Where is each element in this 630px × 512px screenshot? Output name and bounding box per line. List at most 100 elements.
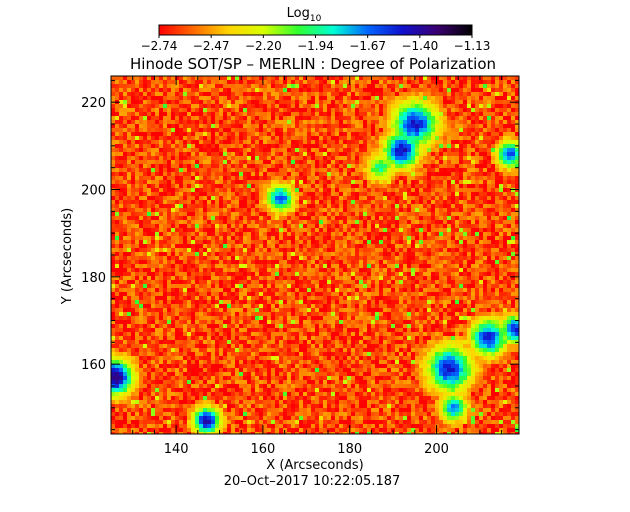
heatmap-cell	[315, 96, 319, 100]
heatmap-cell	[295, 164, 299, 168]
heatmap-cell	[479, 252, 483, 256]
heatmap-cell	[139, 124, 143, 128]
heatmap-cell	[279, 156, 283, 160]
heatmap-cell	[343, 108, 347, 112]
heatmap-cell	[399, 80, 403, 84]
heatmap-cell	[315, 180, 319, 184]
heatmap-cell	[395, 256, 399, 260]
heatmap-cell	[259, 148, 263, 152]
heatmap-cell	[223, 168, 227, 172]
heatmap-cell	[119, 100, 123, 104]
heatmap-cell	[159, 244, 163, 248]
heatmap-cell	[295, 244, 299, 248]
heatmap-cell	[223, 188, 227, 192]
heatmap-cell	[359, 208, 363, 212]
heatmap-cell	[175, 224, 179, 228]
heatmap-cell	[307, 224, 311, 228]
heatmap-cell	[147, 252, 151, 256]
heatmap-cell	[471, 196, 475, 200]
heatmap-cell	[211, 164, 215, 168]
heatmap-cell	[463, 260, 467, 264]
heatmap-cell	[239, 112, 243, 116]
heatmap-cell	[187, 104, 191, 108]
heatmap-cell	[163, 188, 167, 192]
heatmap-cell	[363, 164, 367, 168]
heatmap-cell	[171, 212, 175, 216]
heatmap-cell	[483, 128, 487, 132]
heatmap-cell	[503, 228, 507, 232]
heatmap-cell	[199, 112, 203, 116]
heatmap-cell	[343, 144, 347, 148]
heatmap-cell	[491, 196, 495, 200]
heatmap-cell	[263, 124, 267, 128]
heatmap-cell	[147, 264, 151, 268]
heatmap-cell	[479, 116, 483, 120]
heatmap-cell	[167, 140, 171, 144]
heatmap-cell	[315, 80, 319, 84]
heatmap-cell	[423, 212, 427, 216]
heatmap-cell	[479, 228, 483, 232]
heatmap-cell	[139, 184, 143, 188]
heatmap-cell	[199, 256, 203, 260]
heatmap-cell	[163, 156, 167, 160]
heatmap-cell	[339, 232, 343, 236]
heatmap-cell	[499, 208, 503, 212]
heatmap-cell	[327, 232, 331, 236]
heatmap-cell	[355, 188, 359, 192]
heatmap-cell	[127, 200, 131, 204]
heatmap-cell	[111, 152, 115, 156]
heatmap-cell	[151, 188, 155, 192]
heatmap-cell	[243, 192, 247, 196]
heatmap-cell	[395, 204, 399, 208]
heatmap-cell	[371, 220, 375, 224]
heatmap-cell	[247, 124, 251, 128]
heatmap-cell	[175, 252, 179, 256]
colorbar-title: Log10	[287, 6, 322, 24]
heatmap-cell	[263, 236, 267, 240]
heatmap-cell	[155, 120, 159, 124]
heatmap-cell	[267, 148, 271, 152]
heatmap-cell	[227, 244, 231, 248]
heatmap-cell	[443, 240, 447, 244]
heatmap-cell	[279, 244, 283, 248]
heatmap-cell	[347, 192, 351, 196]
heatmap-cell	[459, 196, 463, 200]
heatmap-cell	[255, 136, 259, 140]
heatmap-cell	[479, 220, 483, 224]
heatmap-cell	[407, 196, 411, 200]
heatmap-cell	[203, 168, 207, 172]
heatmap-cell	[295, 204, 299, 208]
heatmap-cell	[179, 76, 183, 80]
heatmap-cell	[351, 216, 355, 220]
heatmap-cell	[379, 244, 383, 248]
heatmap-cell	[139, 200, 143, 204]
heatmap-cell	[171, 256, 175, 260]
heatmap-cell	[207, 200, 211, 204]
heatmap-cell	[351, 260, 355, 264]
heatmap-cell	[327, 264, 331, 268]
heatmap-cell	[331, 196, 335, 200]
heatmap-cell	[131, 148, 135, 152]
heatmap-cell	[467, 104, 471, 108]
heatmap-cell	[395, 140, 399, 144]
heatmap-cell	[279, 140, 283, 144]
heatmap-cell	[379, 180, 383, 184]
heatmap-cell	[415, 216, 419, 220]
heatmap-cell	[483, 156, 487, 160]
heatmap-cell	[391, 184, 395, 188]
heatmap-cell	[335, 88, 339, 92]
heatmap-cell	[331, 128, 335, 132]
heatmap-cell	[431, 232, 435, 236]
heatmap-cell	[251, 80, 255, 84]
heatmap-cell	[515, 132, 519, 136]
heatmap-cell	[195, 108, 199, 112]
heatmap-cell	[179, 204, 183, 208]
heatmap-cell	[383, 220, 387, 224]
heatmap-cell	[235, 228, 239, 232]
heatmap-cell	[263, 108, 267, 112]
heatmap-cell	[383, 96, 387, 100]
heatmap-cell	[463, 212, 467, 216]
heatmap-cell	[475, 196, 479, 200]
heatmap-cell	[455, 232, 459, 236]
heatmap-cell	[367, 232, 371, 236]
